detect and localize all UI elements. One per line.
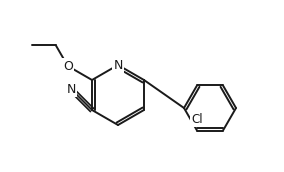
Text: Cl: Cl <box>191 112 203 126</box>
Text: N: N <box>113 58 123 72</box>
Text: N: N <box>66 83 76 96</box>
Text: O: O <box>63 60 73 73</box>
